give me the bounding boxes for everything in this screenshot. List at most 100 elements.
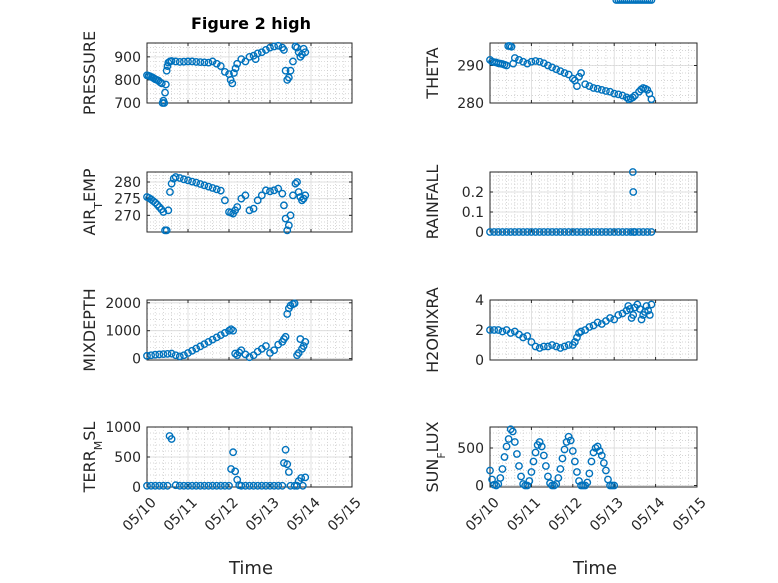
data-point xyxy=(589,228,598,236)
x-tick-label: 05/11 xyxy=(161,495,201,535)
data-point xyxy=(281,445,290,454)
data-point xyxy=(159,481,168,490)
data-point xyxy=(494,326,503,334)
data-point xyxy=(220,329,229,337)
data-point xyxy=(606,87,614,96)
data-point xyxy=(175,58,184,66)
data-point xyxy=(523,332,532,340)
data-point xyxy=(261,186,270,195)
data-point xyxy=(587,457,596,466)
y-axis-label: H2OMIXRA xyxy=(423,287,442,373)
data-point xyxy=(504,435,513,443)
data-point xyxy=(289,57,297,66)
data-point xyxy=(597,228,606,236)
data-point xyxy=(585,469,594,478)
data-point xyxy=(171,57,180,66)
data-point xyxy=(270,481,278,490)
data-point xyxy=(280,46,288,54)
data-point xyxy=(257,48,266,57)
y-tick-label: 280 xyxy=(457,96,484,112)
data-point xyxy=(570,338,579,346)
data-point xyxy=(184,57,192,66)
data-point xyxy=(231,349,240,358)
data-point xyxy=(527,338,536,346)
data-point xyxy=(486,228,494,236)
data-point xyxy=(274,481,283,490)
data-point xyxy=(208,335,217,344)
data-point xyxy=(166,188,174,196)
data-point xyxy=(216,186,225,195)
data-point xyxy=(192,178,201,187)
data-point xyxy=(290,481,299,490)
data-point xyxy=(233,203,242,211)
data-point xyxy=(188,177,197,186)
x-tick-label: 05/13 xyxy=(243,495,283,535)
x-tick-label: 05/15 xyxy=(670,495,710,535)
axes-pressure: 700 800 900 PRESSURE xyxy=(80,31,353,115)
data-point xyxy=(643,228,652,236)
data-point xyxy=(245,353,254,362)
data-point xyxy=(527,468,536,476)
data-point xyxy=(644,306,653,315)
data-point xyxy=(286,211,295,220)
data-point xyxy=(510,228,519,236)
data-point xyxy=(531,228,540,236)
data-point xyxy=(513,450,521,458)
data-point xyxy=(566,436,575,445)
data-point xyxy=(151,481,160,490)
data-point xyxy=(527,228,536,236)
data-point xyxy=(289,191,297,200)
data-point xyxy=(618,228,627,236)
data-point xyxy=(556,228,565,236)
data-point xyxy=(237,346,246,355)
y-tick-label: 0 xyxy=(475,479,484,495)
data-point xyxy=(159,208,168,216)
x-tick-label: 05/15 xyxy=(325,495,365,535)
data-point xyxy=(635,228,643,236)
data-point xyxy=(597,85,606,94)
data-point xyxy=(143,351,151,360)
data-point xyxy=(647,228,656,236)
data-point xyxy=(163,481,172,490)
data-point xyxy=(519,57,528,66)
data-point xyxy=(496,474,505,482)
data-point xyxy=(212,333,221,342)
data-point xyxy=(548,228,556,236)
data-point xyxy=(241,57,250,66)
data-point xyxy=(606,314,614,322)
data-point xyxy=(155,350,164,359)
data-point xyxy=(498,465,507,473)
data-point xyxy=(577,327,585,336)
data-point xyxy=(253,481,262,490)
data-point xyxy=(290,299,299,308)
data-point xyxy=(629,311,638,319)
y-tick-label: 1000 xyxy=(105,420,141,436)
data-point xyxy=(529,457,538,466)
data-point xyxy=(301,191,310,200)
data-point xyxy=(568,447,577,455)
data-point xyxy=(643,85,652,94)
y-axis-label: TERRMSL xyxy=(80,422,105,494)
data-point xyxy=(585,323,594,331)
data-point xyxy=(548,63,556,72)
data-point xyxy=(299,342,308,350)
data-point xyxy=(160,99,169,107)
y-tick-label: 4 xyxy=(475,293,484,309)
data-point xyxy=(171,173,180,181)
data-point xyxy=(167,435,176,443)
data-point xyxy=(257,191,266,200)
data-point xyxy=(602,87,610,95)
data-point xyxy=(294,188,303,196)
data-point xyxy=(196,481,205,490)
data-point xyxy=(212,185,221,194)
data-point xyxy=(147,481,156,490)
data-point xyxy=(270,42,278,51)
data-point xyxy=(200,481,209,490)
data-point xyxy=(192,58,201,66)
x-tick-label: 05/10 xyxy=(463,495,503,535)
y-axis-label: SUNFLUX xyxy=(423,421,448,492)
data-point xyxy=(506,228,515,236)
data-point xyxy=(510,438,519,446)
data-point xyxy=(283,460,292,469)
y-axis-label: RAINFALL xyxy=(423,165,442,240)
